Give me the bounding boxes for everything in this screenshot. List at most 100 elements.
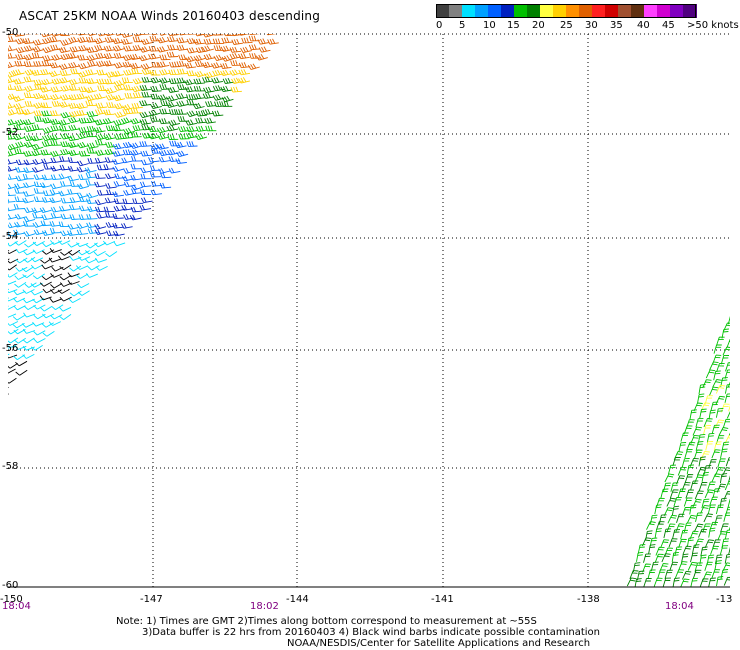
wind-barb <box>709 386 719 396</box>
wind-barb <box>700 450 710 460</box>
wind-barb <box>710 401 719 412</box>
wind-barb <box>157 94 170 101</box>
wind-barb <box>32 273 45 280</box>
note-line-1: Note: 1) Times are GMT 2)Times along bot… <box>116 616 537 627</box>
wind-barb <box>60 249 73 256</box>
wind-barb <box>93 251 106 257</box>
wind-barb <box>694 474 704 484</box>
wind-barb <box>662 482 671 493</box>
wind-barb <box>121 222 133 229</box>
wind-barb <box>201 45 214 52</box>
wind-barb <box>150 148 162 154</box>
wind-barb <box>689 504 697 515</box>
wind-barb <box>59 101 72 108</box>
wind-barb <box>77 183 90 190</box>
wind-barb <box>664 547 674 557</box>
wind-barb <box>68 116 81 124</box>
wind-barb <box>39 295 52 301</box>
wind-barb <box>8 282 9 285</box>
wind-barb <box>735 340 740 349</box>
wind-barb <box>168 34 179 37</box>
wind-barb <box>715 407 724 418</box>
wind-barb <box>229 52 242 60</box>
wind-barb <box>23 207 36 214</box>
wind-barb <box>156 143 169 150</box>
longitude-label: -13 <box>716 594 733 605</box>
wind-barb <box>725 457 730 467</box>
wind-barb <box>33 229 46 236</box>
latitude-label: -58 <box>2 461 19 472</box>
wind-barb <box>706 554 715 565</box>
wind-barb <box>103 164 115 170</box>
wind-barb <box>94 257 107 263</box>
wind-barb <box>148 126 160 133</box>
wind-barb <box>8 280 17 285</box>
wind-barb <box>149 69 161 76</box>
wind-barb <box>156 46 169 53</box>
wind-barb <box>712 488 721 498</box>
wind-barb <box>8 354 18 359</box>
wind-barb <box>113 180 126 187</box>
wind-barb <box>14 183 27 190</box>
wind-barb <box>728 432 730 436</box>
wind-barb <box>123 214 135 220</box>
wind-barb <box>78 34 89 36</box>
wind-barb <box>185 119 197 126</box>
wind-barb <box>41 174 54 181</box>
wind-barb <box>728 405 730 412</box>
wind-barb <box>23 134 36 142</box>
wind-barb <box>735 530 740 538</box>
wind-barb <box>41 34 53 38</box>
wind-barb <box>8 127 16 134</box>
wind-barb <box>695 512 703 523</box>
wind-barb <box>49 297 62 303</box>
wind-barb <box>24 100 36 107</box>
wind-barb <box>75 273 89 279</box>
wind-barb <box>176 150 189 158</box>
wind-barb <box>184 62 197 69</box>
wind-barb <box>724 369 730 379</box>
wind-barb <box>50 125 62 132</box>
wind-barb <box>8 363 18 369</box>
latitude-label: -56 <box>2 343 19 354</box>
time-label-right: 18:04 <box>665 601 694 612</box>
wind-barb <box>68 298 81 303</box>
wind-barb <box>140 167 152 174</box>
colorbar-segment <box>631 4 645 18</box>
wind-barb <box>60 133 73 140</box>
wind-barb <box>178 133 190 140</box>
wind-barb <box>131 188 143 195</box>
wind-barb <box>168 69 180 76</box>
wind-barb <box>122 198 134 205</box>
wind-barb <box>96 189 109 196</box>
wind-barb <box>14 34 25 37</box>
wind-barb <box>60 213 73 220</box>
wind-barb <box>14 345 27 350</box>
wind-barb <box>698 482 708 492</box>
wind-barb <box>22 197 35 204</box>
wind-barb <box>78 77 90 84</box>
wind-barb <box>15 53 27 60</box>
wind-barb <box>149 116 162 122</box>
wind-barb <box>148 53 160 60</box>
wind-barb <box>158 167 171 174</box>
wind-barb <box>96 78 108 85</box>
wind-barb <box>0 363 8 367</box>
wind-barb <box>106 102 118 108</box>
wind-barb <box>121 34 133 38</box>
wind-barb <box>130 206 143 213</box>
wind-barb <box>15 37 28 45</box>
wind-barb <box>42 249 55 255</box>
wind-barb <box>211 62 223 69</box>
wind-barb <box>715 435 725 445</box>
wind-barb <box>86 213 98 220</box>
wind-barb <box>702 379 712 389</box>
colorbar-tick-label: 25 <box>560 20 573 31</box>
wind-barb <box>69 181 81 187</box>
wind-barb <box>105 183 117 189</box>
wind-barb <box>77 141 90 149</box>
wind-barb <box>42 331 55 337</box>
wind-barb <box>103 45 116 52</box>
wind-barb <box>49 221 61 227</box>
wind-barb <box>680 432 689 442</box>
